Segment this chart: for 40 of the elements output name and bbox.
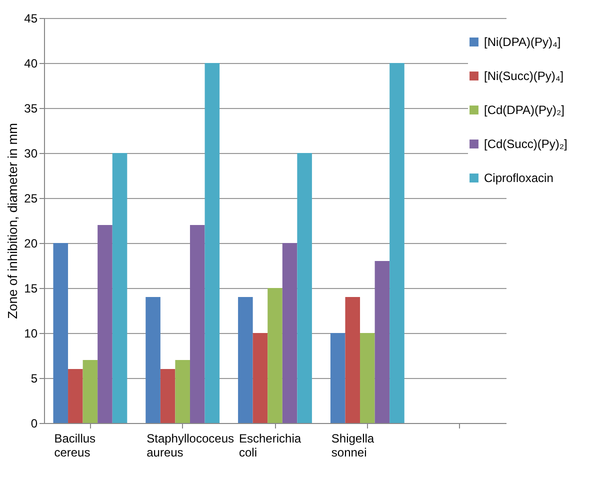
y-tick-label: 35 bbox=[24, 102, 38, 116]
bar bbox=[112, 153, 128, 423]
x-tick-label: Bacillus cereus bbox=[54, 432, 96, 460]
bar bbox=[390, 63, 404, 423]
bar bbox=[175, 360, 190, 423]
bar bbox=[82, 360, 98, 423]
bar bbox=[68, 369, 83, 423]
legend-label: [Cd(Succ)(Py)₂] bbox=[484, 137, 568, 151]
y-tick-label: 45 bbox=[24, 12, 38, 26]
bar bbox=[268, 288, 282, 423]
legend-label: [Ni(Succ)(Py)₄] bbox=[484, 69, 564, 83]
bar bbox=[190, 225, 205, 423]
bar bbox=[374, 261, 390, 423]
y-tick-label: 10 bbox=[24, 326, 38, 340]
x-tick-label: Escherichia coli bbox=[239, 432, 302, 460]
bar bbox=[98, 225, 112, 423]
bar bbox=[330, 333, 346, 423]
legend-label: [Cd(DPA)(Py)₂] bbox=[484, 103, 564, 117]
x-tick-label: Shigella sonnei bbox=[331, 432, 374, 460]
y-tick-label: 25 bbox=[24, 192, 38, 206]
y-tick-label: 0 bbox=[30, 416, 38, 430]
bar bbox=[160, 369, 176, 423]
bar bbox=[146, 297, 160, 423]
x-tick-label: Staphyllococeus aureus bbox=[146, 432, 234, 460]
y-tick-label: 30 bbox=[24, 146, 38, 160]
y-axis-title: Zone of inhibition, diameter in mm bbox=[5, 123, 20, 319]
y-tick-label: 20 bbox=[24, 236, 38, 250]
legend-label: [Ni(DPA)(Py)₄] bbox=[484, 35, 561, 49]
bar bbox=[345, 297, 360, 423]
bar bbox=[53, 243, 68, 423]
y-tick-label: 40 bbox=[24, 56, 38, 70]
legend-label: Ciprofloxacin bbox=[484, 171, 554, 185]
y-tick-label: 5 bbox=[30, 372, 38, 386]
bar bbox=[204, 63, 220, 423]
bar bbox=[252, 333, 268, 423]
bar bbox=[360, 333, 375, 423]
bar bbox=[297, 153, 312, 423]
bar bbox=[282, 243, 298, 423]
y-tick-label: 15 bbox=[24, 282, 38, 296]
bar bbox=[238, 297, 253, 423]
